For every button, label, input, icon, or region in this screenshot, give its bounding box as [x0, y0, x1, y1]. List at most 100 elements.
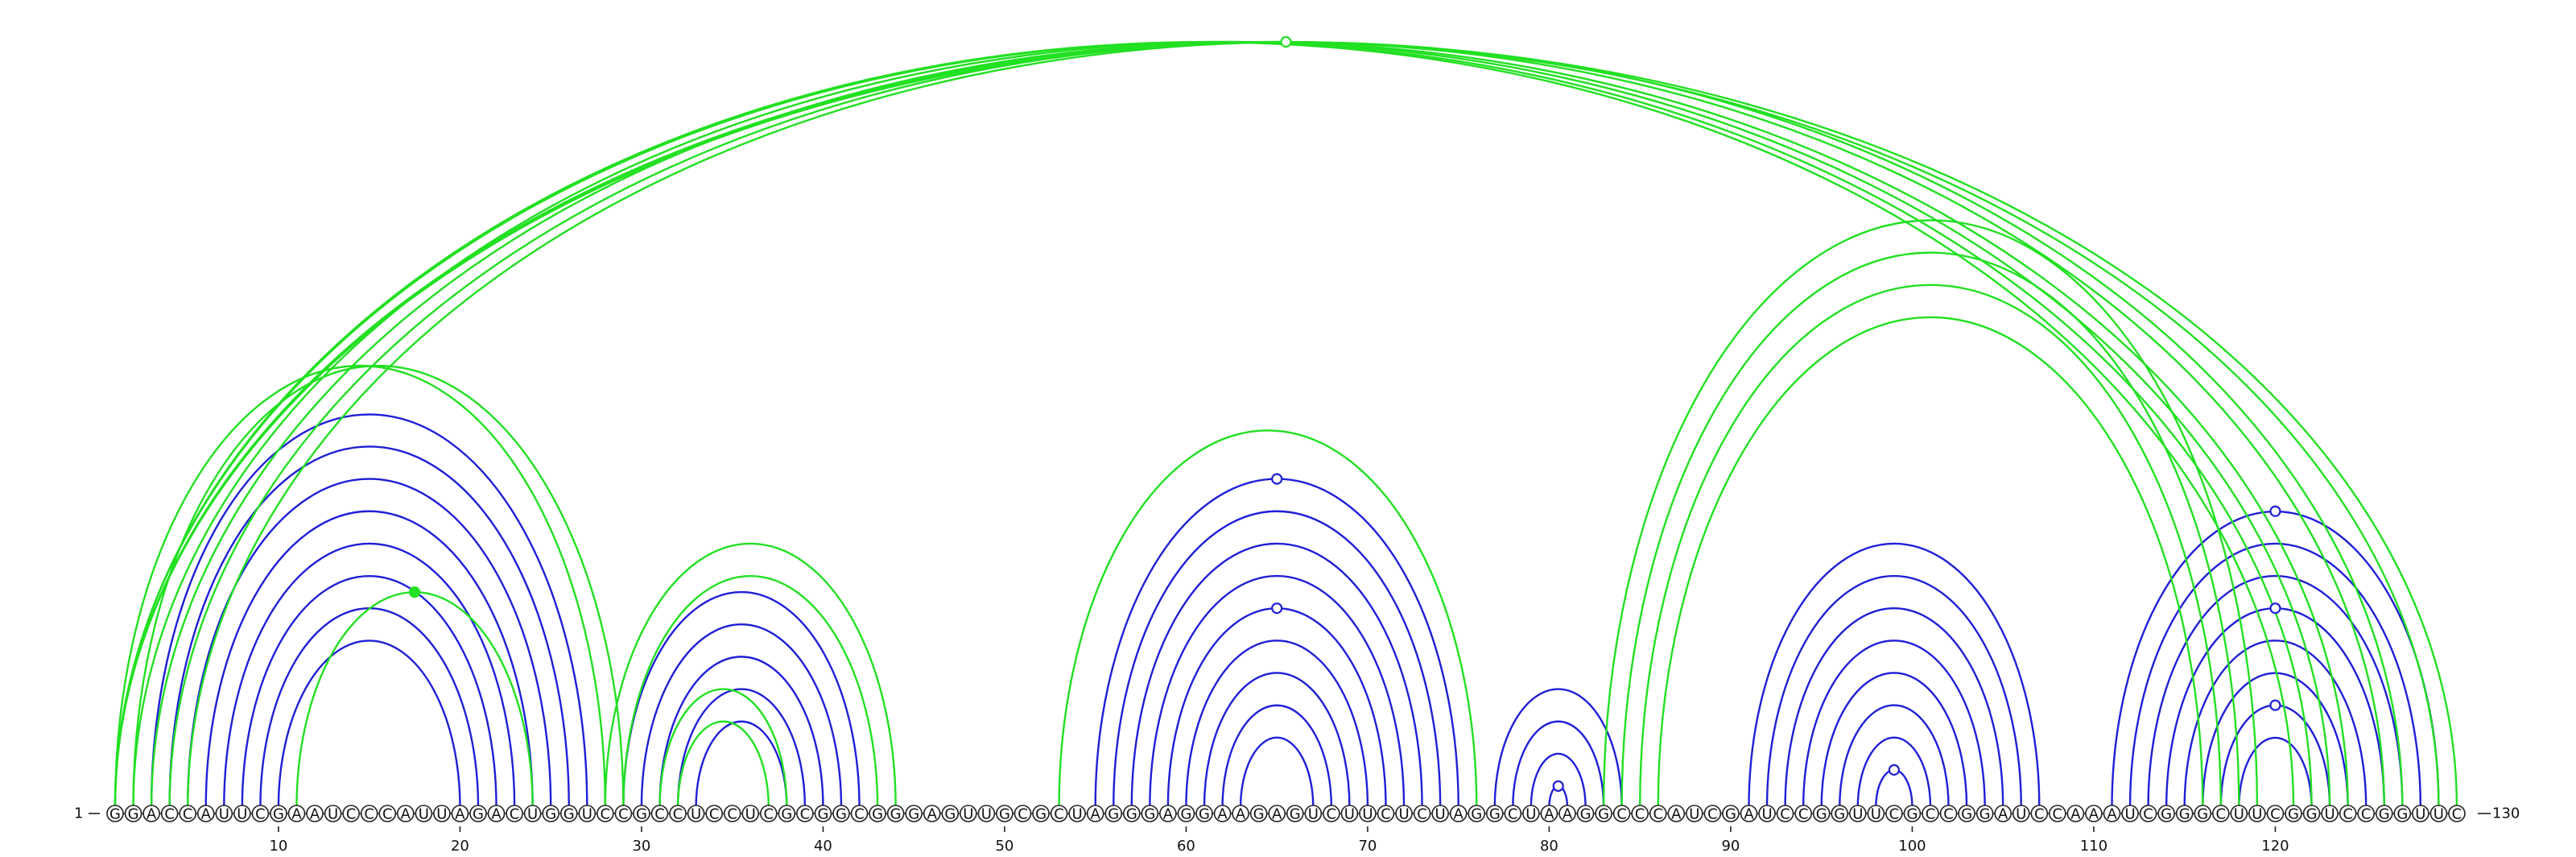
- nucleotide-circle: [1522, 805, 1540, 822]
- nucleotide-129: U: [2429, 805, 2448, 823]
- nucleotide-letter: G: [1489, 806, 1501, 823]
- nucleotide-113: C: [2139, 805, 2157, 823]
- green-pair-arc-32-37: [676, 720, 770, 808]
- nucleotide-letter: A: [1454, 806, 1464, 823]
- nucleotide-45: G: [905, 805, 923, 823]
- nucleotide-letter: A: [1163, 806, 1174, 823]
- nucleotide-circle: [2321, 805, 2339, 822]
- blue-pair-arc-59-71: [1166, 607, 1387, 808]
- nucleotide-letter: A: [1563, 806, 1573, 823]
- nucleotide-letter: C: [800, 806, 811, 823]
- nucleotide-letter: A: [1744, 806, 1754, 823]
- nucleotide-48: U: [960, 805, 977, 823]
- nucleotide-68: C: [1323, 805, 1340, 823]
- nucleotide-letter: C: [1798, 806, 1809, 823]
- nucleotide-circle: [1449, 805, 1468, 822]
- nucleotide-letter: U: [745, 806, 756, 823]
- nucleotide-letter: C: [382, 806, 393, 823]
- nucleotide-letter: U: [1689, 806, 1699, 823]
- nucleotide-circle: [796, 805, 814, 822]
- nucleotide-85: C: [1631, 805, 1649, 823]
- nucleotide-circle: [886, 805, 905, 822]
- nucleotide-letter: U: [963, 806, 973, 823]
- nucleotide-91: A: [1740, 805, 1758, 823]
- nucleotide-92: U: [1758, 805, 1776, 823]
- nucleotide-25: G: [542, 805, 560, 823]
- nucleotide-circle: [1141, 805, 1159, 822]
- nucleotide-letter: A: [927, 806, 938, 823]
- nucleotide-circle: [1268, 805, 1286, 822]
- nucleotide-83: G: [1595, 805, 1612, 823]
- nucleotide-circle: [451, 805, 469, 822]
- nucleotide-circle: [179, 805, 196, 822]
- nucleotide-letter: G: [908, 806, 919, 823]
- nucleotide-letter: G: [1961, 806, 1972, 823]
- nucleotide-102: C: [1939, 805, 1958, 823]
- nucleotide-letter: G: [1108, 806, 1119, 823]
- nucleotide-circle: [142, 805, 160, 822]
- nucleotide-121: G: [2285, 805, 2302, 823]
- nucleotide-letter: C: [1054, 806, 1064, 823]
- tick-label-50: 50: [995, 838, 1013, 855]
- nucleotide-circle: [996, 805, 1013, 822]
- nucleotide-35: C: [723, 805, 741, 823]
- nucleotide-circle: [650, 805, 669, 822]
- nucleotide-78: C: [1504, 805, 1522, 823]
- nucleotide-circle: [559, 805, 578, 822]
- nucleotide-letter: G: [2161, 806, 2172, 823]
- nucleotide-circle: [324, 805, 342, 822]
- blue-pair-arc-96-102: [1839, 704, 1950, 808]
- blue-pair-arc-55-75: [1094, 478, 1459, 808]
- nucleotide-circle: [1395, 805, 1413, 822]
- nucleotide-letter: G: [872, 806, 883, 823]
- arc-marker-5: [1552, 780, 1564, 793]
- nucleotide-circle: [1377, 805, 1395, 822]
- blue-pair-arc-8-22: [241, 574, 497, 808]
- nucleotide-letter: U: [1398, 806, 1409, 823]
- nucleotide-circle: [2248, 805, 2266, 822]
- nucleotide-circle: [1177, 805, 1195, 822]
- nucleotide-82: G: [1576, 805, 1595, 823]
- nucleotide-circle: [1703, 805, 1722, 822]
- nucleotide-27: U: [578, 805, 597, 823]
- nucleotide-46: A: [923, 805, 941, 823]
- nucleotide-circle: [1068, 805, 1086, 822]
- nucleotide-letter: C: [364, 806, 374, 823]
- nucleotide-80: A: [1540, 805, 1558, 823]
- nucleotide-letter: C: [2143, 806, 2153, 823]
- blue-pair-arc-3-27: [150, 413, 588, 808]
- nucleotide-letter: U: [2016, 806, 2026, 823]
- nucleotide-19: U: [433, 805, 451, 823]
- green-pair-arc-29-43: [622, 574, 879, 808]
- blue-pair-arc-4-26: [168, 445, 570, 808]
- nucleotide-letter: G: [1906, 806, 1918, 823]
- blue-pair-arc-77-84: [1493, 688, 1623, 808]
- blue-pair-arc-58-72: [1149, 574, 1406, 808]
- nucleotide-circle: [1413, 805, 1431, 822]
- nucleotide-circle: [415, 805, 433, 822]
- nucleotide-circle: [306, 805, 324, 822]
- nucleotide-circle: [1340, 805, 1359, 822]
- nucleotide-circle: [741, 805, 760, 822]
- nucleotide-letter: C: [673, 806, 683, 823]
- nucleotide-72: U: [1395, 805, 1413, 823]
- blue-pair-arc-10-20: [277, 640, 461, 808]
- nucleotide-54: U: [1068, 805, 1086, 823]
- nucleotide-circle: [1286, 805, 1304, 822]
- nucleotide-42: C: [850, 805, 869, 823]
- blue-pair-arc-63-67: [1239, 736, 1315, 808]
- nucleotide-letter: G: [2179, 806, 2190, 823]
- nucleotide-13: U: [324, 805, 342, 823]
- nucleotide-51: C: [1013, 805, 1032, 823]
- blue-pair-arc-60-70: [1185, 640, 1369, 808]
- nucleotide-22: A: [487, 805, 506, 823]
- nucleotide-65: A: [1268, 805, 1286, 823]
- nucleotide-130: C: [2448, 805, 2466, 823]
- nucleotide-115: G: [2175, 805, 2194, 823]
- nucleotide-letter: U: [436, 806, 447, 823]
- nucleotide-circle: [1849, 805, 1867, 822]
- blue-pair-arc-30-41: [640, 623, 843, 808]
- nucleotide-letter: G: [1290, 806, 1301, 823]
- nucleotide-18: U: [415, 805, 433, 823]
